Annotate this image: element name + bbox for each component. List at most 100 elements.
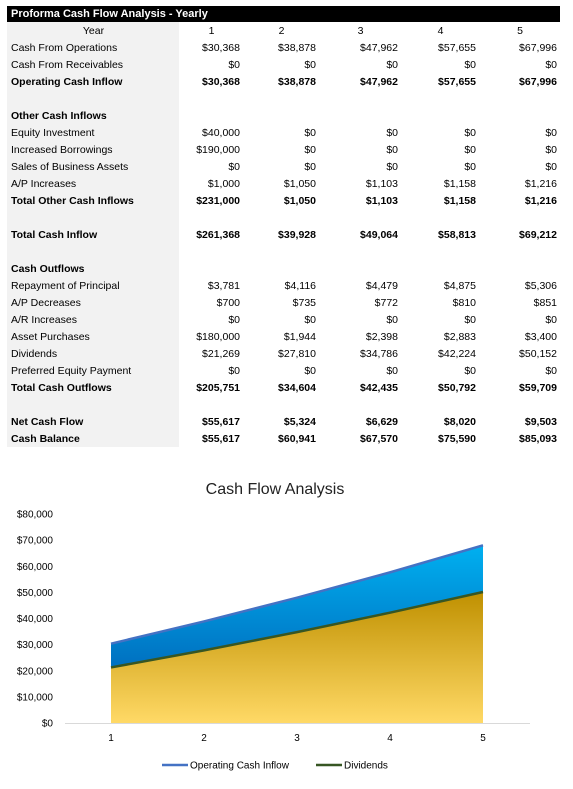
spacer-cell <box>401 396 479 413</box>
value-cell: $0 <box>545 126 557 139</box>
value-cell: $67,996 <box>519 75 557 88</box>
table-row: Repayment of Principal $3,781 $4,116 $4,479… <box>7 277 560 294</box>
value-cell: $0 <box>228 58 240 71</box>
table-row: Other Cash Inflows <box>7 107 560 124</box>
value-cell: $6,629 <box>365 415 398 428</box>
value-cell: $60,941 <box>278 432 316 445</box>
value-cell: $55,617 <box>202 415 240 428</box>
value-cell: $0 <box>545 58 557 71</box>
value-cell: $810 <box>452 296 476 309</box>
value-cell <box>479 260 560 277</box>
value-cell: $0 <box>545 160 557 173</box>
value-cell: $49,064 <box>360 228 398 241</box>
year-header-label: Year <box>7 22 179 39</box>
spacer-cell <box>401 209 479 226</box>
spacer-cell <box>319 396 401 413</box>
value-cell <box>179 107 243 124</box>
value-cell: $30,368 <box>202 41 240 54</box>
value-cell: $2,398 <box>365 330 398 343</box>
operating-cash-inflow-line <box>110 544 484 645</box>
value-cell: $0 <box>464 143 476 156</box>
table-row: Cash From Receivables $0 $0 $0 $0 $0 <box>7 56 560 73</box>
value-cell: $67,570 <box>360 432 398 445</box>
row-label: Operating Cash Inflow <box>7 73 179 90</box>
value-cell: $0 <box>386 313 398 326</box>
cash-flow-chart: Cash Flow Analysis $0 $10,000 $20,000 $30,0… <box>17 481 530 772</box>
value-cell: $4,479 <box>365 279 398 292</box>
spacer-row <box>7 90 560 107</box>
spacer-row <box>7 396 560 413</box>
value-cell: $735 <box>292 296 316 309</box>
value-cell: $34,604 <box>278 381 316 394</box>
value-cell <box>319 107 401 124</box>
spacer-cell <box>7 396 179 413</box>
row-label: Sales of Business Assets <box>7 158 179 175</box>
value-cell: $47,962 <box>360 41 398 54</box>
value-cell: $39,928 <box>278 228 316 241</box>
value-cell: $180,000 <box>196 330 240 343</box>
value-cell: $0 <box>386 58 398 71</box>
value-cell: $1,216 <box>524 194 557 207</box>
value-cell: $0 <box>464 364 476 377</box>
value-cell: $2,883 <box>443 330 476 343</box>
value-cell: $34,786 <box>360 347 398 360</box>
x-tick-label: 5 <box>480 733 486 744</box>
value-cell: $57,655 <box>438 41 476 54</box>
value-cell: $0 <box>304 58 316 71</box>
row-label: A/P Decreases <box>7 294 179 311</box>
table-row: A/P Decreases $700 $735 $772 $810 $851 <box>7 294 560 311</box>
value-cell: $67,996 <box>519 41 557 54</box>
value-cell: $4,875 <box>443 279 476 292</box>
table-row: A/P Increases $1,000 $1,050 $1,103 $1,158 $1,… <box>7 175 560 192</box>
sheet-title: Proforma Cash Flow Analysis - Yearly <box>7 6 560 22</box>
row-label: Increased Borrowings <box>7 141 179 158</box>
row-label: Dividends <box>7 345 179 362</box>
y-tick-label: $0 <box>42 719 54 730</box>
spacer-cell <box>479 396 560 413</box>
value-cell: $1,103 <box>365 194 398 207</box>
legend-label-dividends: Dividends <box>344 761 388 772</box>
value-cell: $50,792 <box>438 381 476 394</box>
year-header-cell: 4 <box>437 24 444 37</box>
value-cell: $0 <box>228 364 240 377</box>
table-row: Cash Balance $55,617 $60,941 $67,570 $75,590… <box>7 430 560 447</box>
spacer-cell <box>479 209 560 226</box>
value-cell: $0 <box>304 126 316 139</box>
spacer-cell <box>179 396 243 413</box>
x-tick-label: 1 <box>108 733 114 744</box>
x-axis: 1 2 3 4 5 <box>65 723 530 744</box>
spacer-cell <box>319 243 401 260</box>
value-cell: $0 <box>386 143 398 156</box>
dividends-line <box>110 590 484 669</box>
value-cell: $1,158 <box>443 194 476 207</box>
value-cell: $3,781 <box>207 279 240 292</box>
value-cell: $0 <box>228 160 240 173</box>
value-cell: $0 <box>464 58 476 71</box>
table-row: Sales of Business Assets $0 $0 $0 $0 $0 <box>7 158 560 175</box>
value-cell: $38,878 <box>278 75 316 88</box>
spacer-cell <box>7 243 179 260</box>
x-tick-label: 4 <box>387 733 393 744</box>
chart-legend: Operating Cash Inflow Dividends <box>162 761 388 772</box>
value-cell: $0 <box>228 313 240 326</box>
spacer-row <box>7 209 560 226</box>
value-cell: $0 <box>386 160 398 173</box>
row-label: A/R Increases <box>7 311 179 328</box>
value-cell: $205,751 <box>196 381 240 394</box>
value-cell: $75,590 <box>438 432 476 445</box>
spacer-cell <box>7 209 179 226</box>
table-row: Dividends $21,269 $27,810 $34,786 $42,224 $50… <box>7 345 560 362</box>
chart-title: Cash Flow Analysis <box>206 481 345 498</box>
chart-areas <box>110 544 484 723</box>
y-tick-label: $40,000 <box>17 614 54 625</box>
y-axis: $0 $10,000 $20,000 $30,000 $40,000 $50,000 $60… <box>17 510 54 730</box>
row-label: Cash From Operations <box>7 39 179 56</box>
row-label: Other Cash Inflows <box>7 107 179 124</box>
year-header-row: Year 1 2 3 4 5 <box>7 22 560 39</box>
row-label: Preferred Equity Payment <box>7 362 179 379</box>
value-cell <box>179 260 243 277</box>
table-row: Equity Investment $40,000 $0 $0 $0 $0 <box>7 124 560 141</box>
dividends-area <box>111 591 483 723</box>
value-cell: $59,709 <box>519 381 557 394</box>
value-cell: $0 <box>304 364 316 377</box>
